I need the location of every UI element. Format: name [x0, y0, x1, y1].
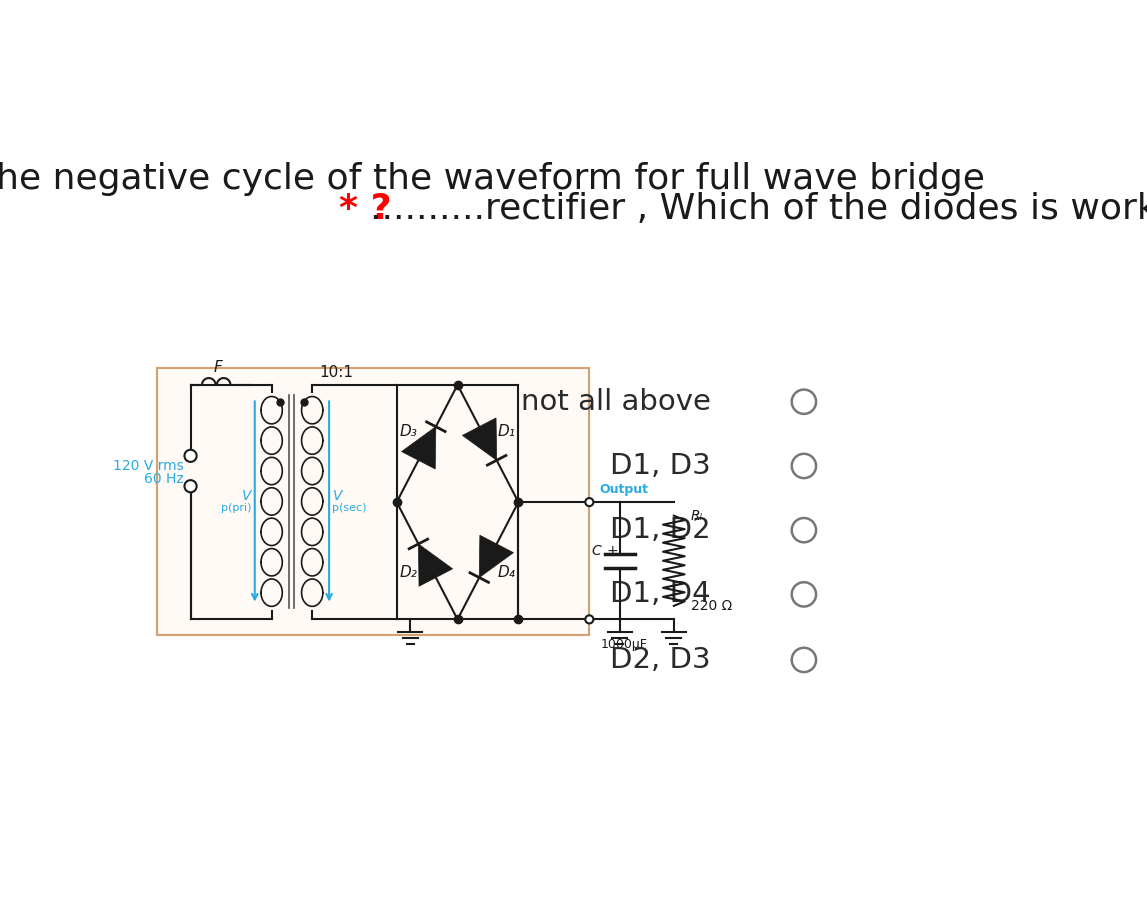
- Text: * ?: * ?: [340, 192, 392, 226]
- Text: not all above: not all above: [521, 388, 711, 415]
- Text: p(pri): p(pri): [221, 503, 251, 513]
- Text: 120 V rms: 120 V rms: [114, 458, 184, 473]
- Text: V: V: [242, 489, 251, 503]
- Polygon shape: [462, 418, 497, 460]
- Text: Output: Output: [600, 483, 648, 497]
- Text: Rₗ: Rₗ: [690, 509, 703, 522]
- Text: 1000μF: 1000μF: [601, 639, 648, 651]
- Circle shape: [585, 615, 593, 623]
- Text: ..........rectifier , Which of the diodes is working: ..........rectifier , Which of the diode…: [369, 192, 1147, 226]
- Text: D1, D3: D1, D3: [610, 452, 711, 480]
- Text: C: C: [592, 544, 601, 557]
- FancyBboxPatch shape: [157, 368, 590, 635]
- Text: 10:1: 10:1: [319, 365, 353, 380]
- Text: D₃: D₃: [399, 424, 418, 439]
- Circle shape: [185, 480, 196, 492]
- Polygon shape: [419, 544, 453, 587]
- Text: D1, D4: D1, D4: [610, 580, 711, 608]
- Circle shape: [791, 648, 816, 673]
- Circle shape: [791, 454, 816, 479]
- Circle shape: [791, 518, 816, 543]
- Text: p(sec): p(sec): [333, 503, 367, 513]
- Polygon shape: [479, 535, 514, 577]
- Circle shape: [185, 450, 196, 462]
- Text: D₄: D₄: [498, 565, 516, 580]
- Text: 220 Ω: 220 Ω: [690, 598, 732, 613]
- Text: D₂: D₂: [399, 565, 418, 580]
- Text: D₁: D₁: [498, 424, 516, 439]
- Circle shape: [585, 498, 593, 506]
- Text: 60 Hz: 60 Hz: [145, 472, 184, 486]
- Circle shape: [791, 582, 816, 607]
- Circle shape: [791, 390, 816, 414]
- Text: If the negative cycle of the waveform for full wave bridge: If the negative cycle of the waveform fo…: [0, 162, 985, 196]
- Polygon shape: [401, 426, 436, 469]
- Text: F: F: [213, 360, 223, 375]
- Text: +: +: [607, 544, 618, 557]
- Text: D2, D3: D2, D3: [610, 646, 711, 674]
- Text: D1, D2: D1, D2: [610, 516, 711, 544]
- Text: V: V: [333, 489, 342, 503]
